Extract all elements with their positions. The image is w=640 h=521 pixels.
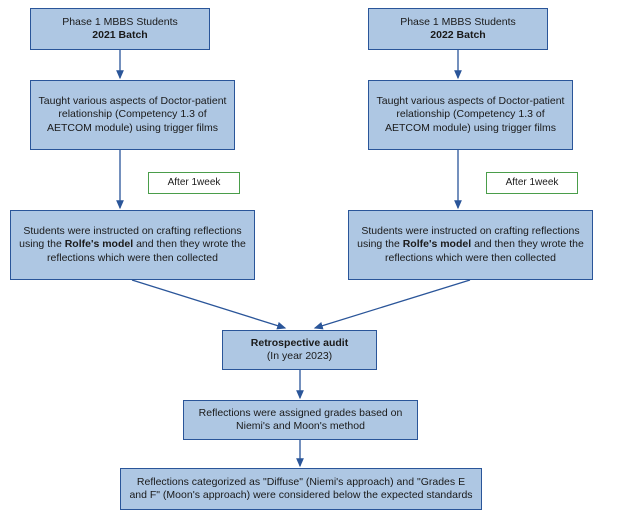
- box-grades: Reflections were assigned grades based o…: [183, 400, 418, 440]
- text-line: (In year 2023): [267, 350, 332, 363]
- box-rolfe-2021: Students were instructed on crafting ref…: [10, 210, 255, 280]
- text-line: Phase 1 MBBS Students: [62, 16, 178, 29]
- box-batch-2022: Phase 1 MBBS Students 2022 Batch: [368, 8, 548, 50]
- box-categorized: Reflections categorized as "Diffuse" (Ni…: [120, 468, 482, 510]
- text-bold: 2022 Batch: [430, 29, 485, 42]
- box-batch-2021: Phase 1 MBBS Students 2021 Batch: [30, 8, 210, 50]
- text-line: Phase 1 MBBS Students: [400, 16, 516, 29]
- box-teach-2021: Taught various aspects of Doctor-patient…: [30, 80, 235, 150]
- text-block: Reflections were assigned grades based o…: [190, 407, 411, 433]
- box-teach-2022: Taught various aspects of Doctor-patient…: [368, 80, 573, 150]
- text-block: Students were instructed on crafting ref…: [17, 225, 248, 264]
- text-small: After 1week: [168, 177, 221, 190]
- text-bold: 2021 Batch: [92, 29, 147, 42]
- box-after-1week-b: After 1week: [486, 172, 578, 194]
- text-block: Reflections categorized as "Diffuse" (Ni…: [127, 476, 475, 502]
- text-small: After 1week: [506, 177, 559, 190]
- box-retrospective-audit: Retrospective audit (In year 2023): [222, 330, 377, 370]
- text-block: Taught various aspects of Doctor-patient…: [37, 95, 228, 134]
- text-block: Students were instructed on crafting ref…: [355, 225, 586, 264]
- text-bold: Retrospective audit: [251, 337, 348, 350]
- text-block: Taught various aspects of Doctor-patient…: [375, 95, 566, 134]
- box-rolfe-2022: Students were instructed on crafting ref…: [348, 210, 593, 280]
- box-after-1week-a: After 1week: [148, 172, 240, 194]
